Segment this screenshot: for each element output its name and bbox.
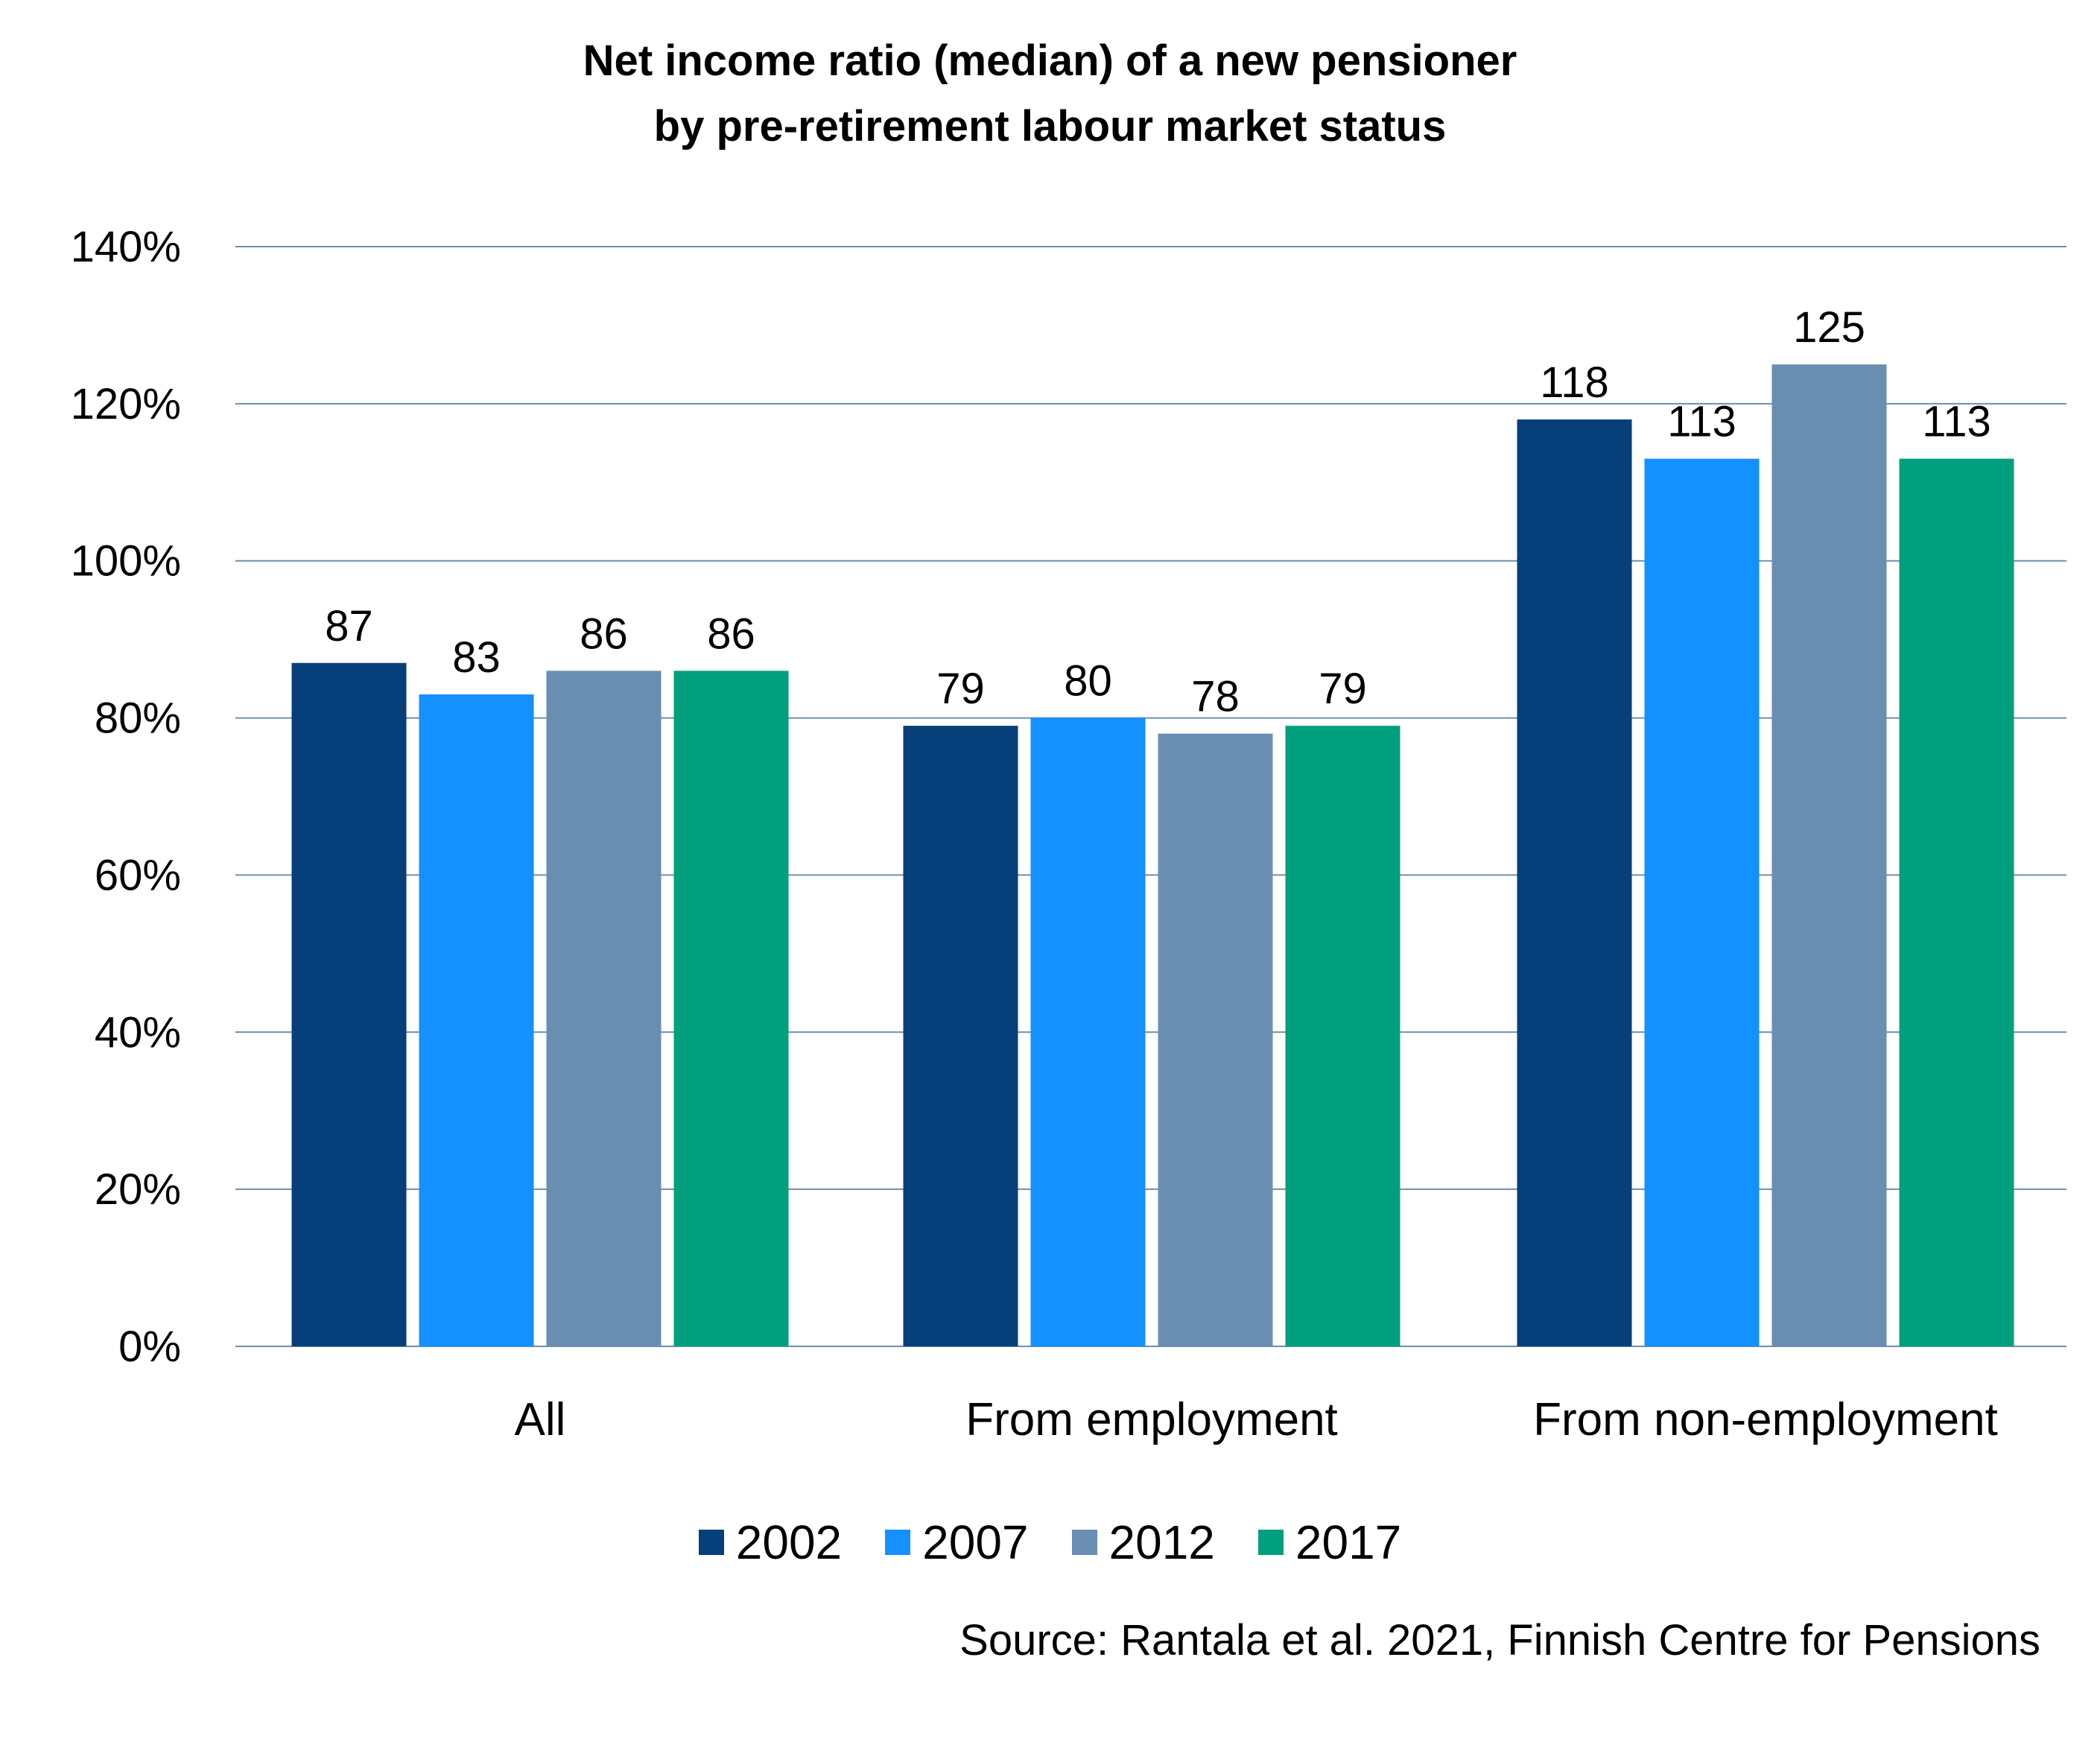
y-tick-label: 20% bbox=[95, 1165, 181, 1214]
data-label: 79 bbox=[936, 665, 985, 713]
data-label: 86 bbox=[580, 609, 628, 658]
legend-swatch-2017 bbox=[1257, 1530, 1284, 1555]
legend-item-2007: 2007 bbox=[885, 1515, 1029, 1570]
legend-swatch-2007 bbox=[885, 1530, 911, 1555]
data-label: 113 bbox=[1667, 398, 1736, 446]
data-label: 87 bbox=[325, 602, 373, 650]
source-note: Source: Rantala et al. 2021, Finnish Cen… bbox=[959, 1616, 2040, 1665]
data-label: 86 bbox=[707, 609, 755, 658]
y-tick-label: 60% bbox=[95, 851, 181, 899]
x-category-label: All bbox=[515, 1394, 566, 1445]
x-category-label: From non-employment bbox=[1533, 1394, 1998, 1445]
chart-title: Net income ratio (median) of a new pensi… bbox=[0, 28, 2100, 159]
data-label: 118 bbox=[1540, 358, 1608, 407]
data-label: 83 bbox=[452, 633, 501, 682]
legend-label-2007: 2007 bbox=[922, 1515, 1029, 1569]
y-tick-label: 140% bbox=[71, 223, 181, 271]
chart-title-line-2: by pre-retirement labour market status bbox=[653, 102, 1447, 151]
legend-item-2002: 2002 bbox=[698, 1515, 843, 1570]
bar bbox=[1899, 458, 2014, 1346]
bar bbox=[1771, 364, 1887, 1347]
legend-item-2012: 2012 bbox=[1071, 1515, 1215, 1570]
data-label: 113 bbox=[1922, 398, 1990, 446]
data-label: 125 bbox=[1793, 303, 1865, 352]
legend-label-2012: 2012 bbox=[1108, 1515, 1215, 1569]
data-label: 80 bbox=[1064, 657, 1112, 706]
legend-label-2017: 2017 bbox=[1295, 1515, 1402, 1569]
gridlines bbox=[235, 246, 2066, 1347]
data-labels: 87 83 86 86 79 80 78 79 118 113 125 113 bbox=[325, 303, 1990, 721]
data-label: 78 bbox=[1191, 673, 1240, 721]
bar bbox=[291, 662, 407, 1346]
x-category-label: From employment bbox=[965, 1394, 1338, 1445]
bar bbox=[673, 671, 789, 1346]
bar bbox=[903, 726, 1018, 1346]
legend-swatch-2012 bbox=[1071, 1530, 1097, 1555]
y-tick-label: 120% bbox=[71, 380, 181, 428]
bar bbox=[546, 671, 662, 1346]
bar bbox=[1644, 458, 1760, 1346]
data-label: 79 bbox=[1319, 665, 1367, 713]
legend: 2002 2007 2012 2017 bbox=[0, 1515, 2100, 1570]
bars bbox=[291, 364, 2014, 1347]
y-axis-ticks: 0% 20% 40% 60% 80% 100% 120% 140% bbox=[71, 223, 181, 1371]
bar bbox=[1158, 733, 1273, 1346]
y-tick-label: 100% bbox=[71, 537, 181, 586]
bar bbox=[1030, 718, 1146, 1346]
bar bbox=[1517, 419, 1632, 1346]
bar bbox=[419, 694, 534, 1346]
legend-item-2017: 2017 bbox=[1257, 1515, 1402, 1570]
chart-title-line-1: Net income ratio (median) of a new pensi… bbox=[583, 37, 1517, 85]
x-axis-categories: All From employment From non-employment bbox=[515, 1394, 1998, 1445]
bar bbox=[1285, 726, 1400, 1346]
legend-label-2002: 2002 bbox=[735, 1515, 843, 1569]
y-tick-label: 80% bbox=[95, 694, 181, 743]
y-tick-label: 0% bbox=[118, 1323, 181, 1371]
y-tick-label: 40% bbox=[95, 1008, 181, 1057]
legend-swatch-2002 bbox=[698, 1530, 724, 1555]
